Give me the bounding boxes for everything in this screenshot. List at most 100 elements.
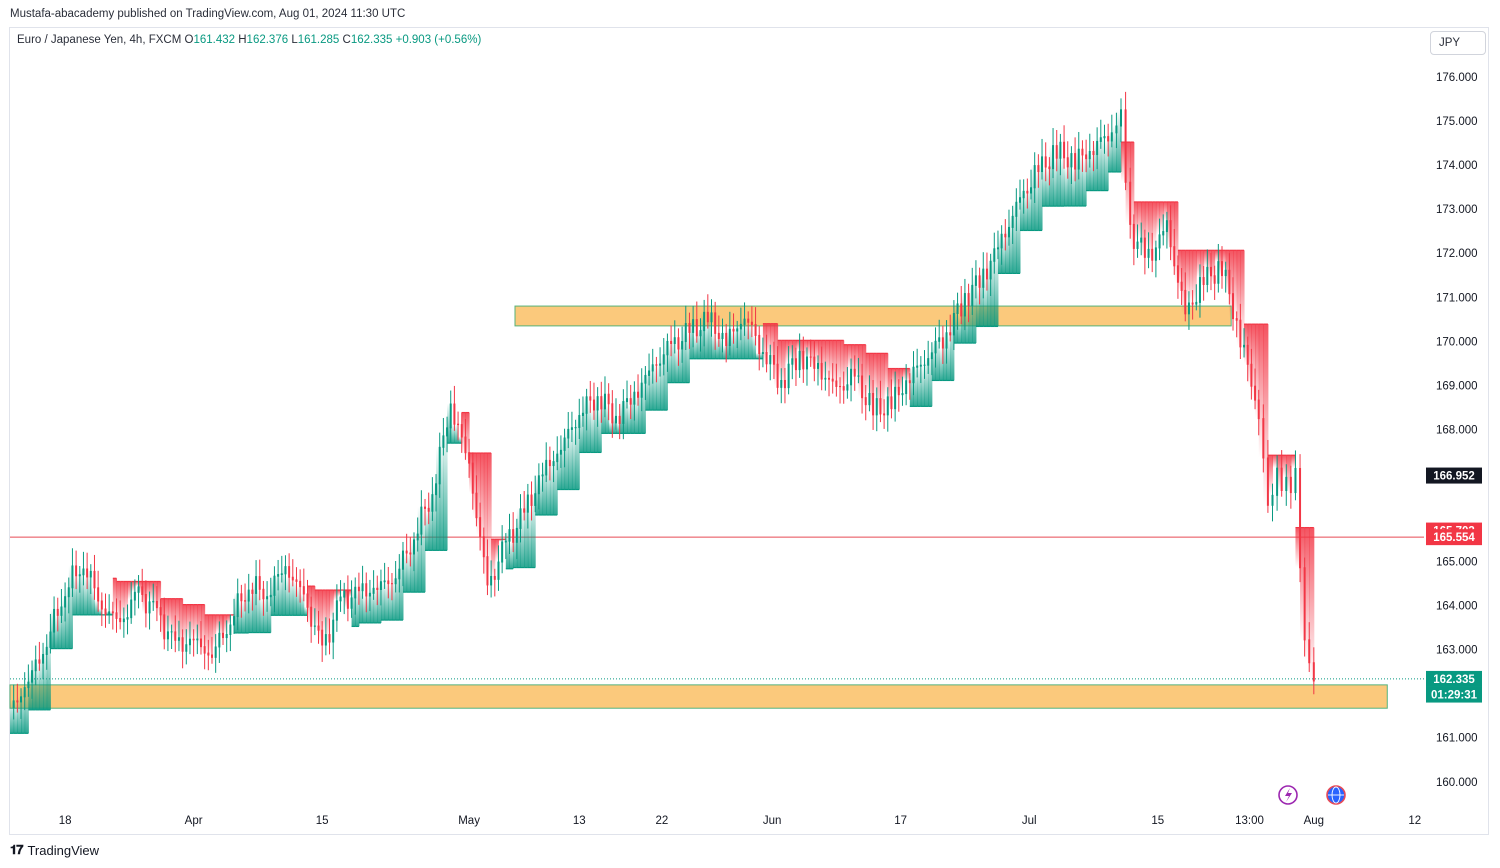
ohlc-change: +0.903 (+0.56%) (395, 34, 482, 46)
price-label: 166.952 (1433, 471, 1475, 483)
y-tick-label: 168.000 (1436, 424, 1478, 436)
lightning-icon[interactable] (1278, 785, 1298, 805)
x-tick-label: May (458, 815, 480, 827)
trailing-stop-fill (924, 358, 929, 407)
trailing-stop-fill (391, 578, 397, 621)
trailing-stop-fill (344, 590, 349, 608)
trailing-stop-fill (990, 248, 995, 327)
trailing-stop-fill (1005, 226, 1010, 274)
trailing-stop-fill (1133, 201, 1139, 242)
trailing-stop-fill (94, 600, 99, 615)
trailing-stop-fill (362, 595, 367, 623)
trailing-stop-fill (167, 598, 173, 632)
trailing-stop-fill (156, 581, 162, 615)
trailing-stop-fill (972, 275, 977, 344)
y-tick-label: 169.000 (1436, 380, 1478, 392)
ohlc-low-label: L (291, 34, 298, 46)
trailing-stop-fill (722, 345, 727, 359)
supply-demand-zone[interactable] (9, 684, 1388, 709)
currency-button[interactable]: JPY (1430, 31, 1486, 55)
trailing-stop-fill (814, 340, 819, 363)
y-tick-label: 175.000 (1436, 116, 1478, 128)
x-tick-label: Aug (1304, 815, 1324, 827)
trailing-stop-fill (270, 575, 275, 616)
trailing-stop-fill (674, 348, 679, 383)
trailing-stop-fill (1067, 153, 1072, 207)
trailing-stop-fill (1177, 250, 1183, 290)
trailing-stop-fill (678, 341, 683, 383)
trailing-stop-fill (208, 614, 213, 657)
trailing-stop-fill (65, 587, 70, 649)
trailing-stop-fill (1064, 166, 1069, 207)
trailing-stop-fill (876, 353, 881, 414)
trailing-stop-fill (380, 580, 386, 621)
trailing-stop-fill (505, 529, 510, 569)
trailing-stop-fill (1247, 324, 1252, 386)
trailing-stop-fill (638, 382, 643, 434)
supply-demand-zone[interactable] (514, 305, 1232, 327)
trailing-stop-fill (851, 344, 856, 376)
price-label-box (1426, 670, 1482, 687)
x-tick-label: Jun (763, 815, 782, 827)
trailing-stop-fill (1290, 455, 1296, 468)
x-tick-label: 13 (573, 815, 586, 827)
trailing-stop-fill (79, 568, 84, 615)
trailing-stop-fill (994, 247, 999, 327)
globe-icon[interactable] (1326, 785, 1346, 805)
trailing-stop-fill (256, 588, 261, 633)
trailing-stop-fill (178, 598, 184, 651)
trailing-stop-fill (575, 415, 580, 490)
trailing-stop-fill (829, 340, 834, 381)
trailing-stop-fill (818, 340, 823, 379)
trailing-stop-fill (212, 614, 217, 647)
trailing-stop-fill (123, 581, 129, 618)
trailing-stop-fill (13, 701, 18, 734)
trailing-stop-fill (21, 687, 26, 734)
trailing-stop-fill (164, 598, 169, 632)
trailing-stop-fill (810, 340, 815, 368)
trailing-stop-fill (542, 459, 547, 515)
trailing-stop-fill (377, 581, 382, 623)
trailing-stop-fill (854, 344, 859, 376)
trailing-stop-fill (957, 315, 962, 344)
trailing-stop-fill (656, 363, 661, 411)
trailing-stop-fill (873, 353, 878, 399)
trailing-stop-fill (520, 511, 525, 568)
trailing-stop-fill (1295, 527, 1301, 568)
trailing-stop-fill (494, 539, 499, 562)
trailing-stop-fill (795, 340, 801, 351)
trailing-stop-fill (1309, 527, 1315, 681)
trailing-stop-fill (274, 574, 279, 616)
trailing-stop-fill (72, 575, 77, 615)
trailing-stop-fill (755, 352, 760, 359)
trailing-stop-fill (1049, 145, 1054, 207)
ohlc-low: 161.285 (297, 34, 340, 46)
trailing-stop-fill (979, 268, 984, 327)
trailing-stop-fill (840, 340, 845, 390)
trailing-stop-fill (171, 598, 176, 640)
trailing-stop-fill (858, 344, 863, 398)
ohlc-open: 161.432 (193, 34, 236, 46)
footer-brand[interactable]: 𝟏𝟕 TradingView (10, 843, 99, 858)
trailing-stop-fill (1152, 201, 1157, 248)
trailing-stop-fill (245, 589, 250, 633)
trailing-stop-fill (175, 598, 180, 638)
publisher-caption: Mustafa-abacademy published on TradingVi… (10, 8, 406, 20)
trailing-stop-fill (487, 453, 492, 576)
trailing-stop-fill (549, 461, 555, 515)
trailing-stop-fill (1203, 250, 1208, 267)
trailing-stop-fill (336, 590, 342, 597)
trailing-stop-fill (803, 340, 808, 357)
trailing-stop-fill (116, 581, 121, 622)
trailing-stop-fill (608, 422, 613, 434)
trailing-stop-fill (762, 323, 768, 364)
trailing-stop-fill (546, 465, 551, 515)
trailing-stop-fill (946, 334, 951, 381)
trailing-stop-fill (476, 453, 481, 537)
trailing-stop-fill (1130, 142, 1135, 248)
trailing-stop-fill (601, 393, 606, 434)
trailing-stop-fill (1056, 141, 1061, 207)
trailing-stop-fill (975, 286, 981, 327)
price-label-box (1426, 529, 1482, 546)
